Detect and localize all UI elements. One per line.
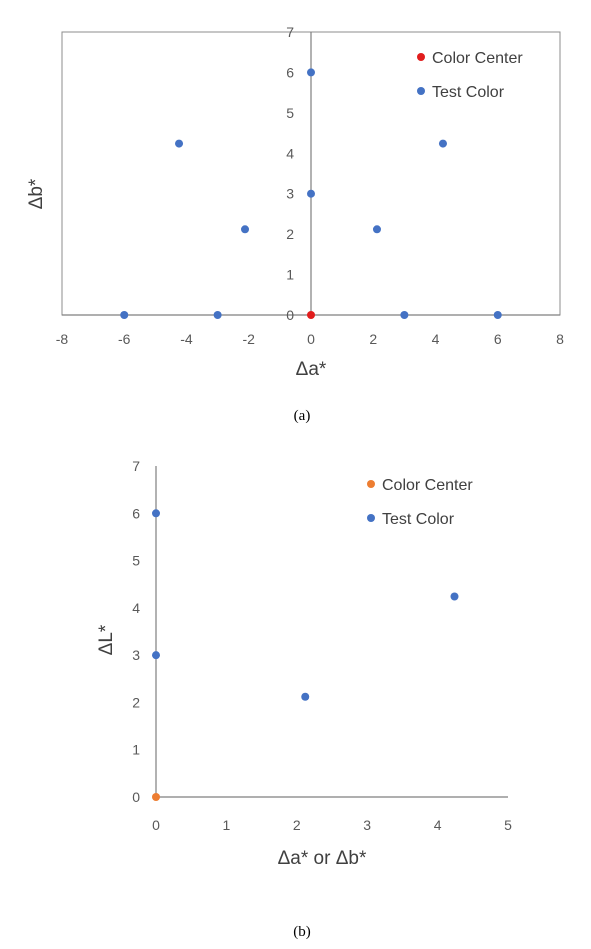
chart-a-y-tick-labels: 0 1 2 3 4 5 6 7	[286, 24, 294, 323]
chart-a-point-test-color	[241, 225, 250, 234]
chart-a-x-tick-label: 4	[432, 331, 440, 347]
chart-b-x-tick-label: 3	[363, 817, 371, 833]
chart-b-y-tick-labels: 0 1 2 3 4 5 6 7	[132, 458, 140, 805]
chart-b-x-axis-title: Δa* or Δb*	[278, 848, 367, 869]
chart-a-x-tick-label: 6	[494, 331, 502, 347]
chart-a-y-tick-label: 6	[286, 64, 294, 80]
chart-b-legend-label-color-center: Color Center	[382, 477, 473, 494]
chart-b-legend: Color Center Test Color	[367, 477, 473, 528]
chart-a-y-tick-label: 2	[286, 226, 294, 242]
chart-b-y-axis-title: ΔL*	[96, 624, 117, 655]
chart-b-y-tick-label: 5	[132, 553, 140, 569]
chart-b-x-tick-label: 2	[293, 817, 301, 833]
chart-b-y-tick-label: 0	[132, 789, 140, 805]
chart-b-legend-marker-test-color	[367, 514, 375, 522]
chart-a-legend-label-color-center: Color Center	[432, 50, 523, 67]
chart-b-x-tick-label: 1	[223, 817, 231, 833]
chart-a-points	[120, 68, 502, 319]
chart-b-point-color-center	[152, 793, 160, 801]
chart-b-y-tick-label: 6	[132, 505, 140, 521]
chart-a-y-tick-label: 7	[286, 24, 294, 40]
chart-a-point-test-color	[120, 311, 129, 319]
chart-a-x-tick-label: -4	[180, 331, 193, 347]
chart-b-points	[152, 509, 459, 801]
chart-a-point-color-center	[307, 311, 315, 319]
chart-a-x-tick-label: 8	[556, 331, 564, 347]
chart-b-caption: (b)	[293, 924, 311, 940]
chart-b-y-tick-label: 1	[132, 742, 140, 758]
chart-a-x-tick-label: -8	[56, 331, 69, 347]
chart-a-point-test-color	[438, 139, 447, 148]
chart-a-legend-label-test-color: Test Color	[432, 84, 505, 101]
chart-a-point-test-color	[493, 311, 502, 319]
chart-a-x-tick-label: -2	[243, 331, 256, 347]
chart-a-point-test-color	[175, 139, 184, 148]
chart-b-y-tick-label: 3	[132, 647, 140, 663]
chart-b-x-tick-label: 5	[504, 817, 512, 833]
chart-a-y-tick-label: 3	[286, 186, 294, 202]
chart-b-legend-label-test-color: Test Color	[382, 511, 455, 528]
chart-a-x-tick-labels: -8 -6 -4 -2 0 2 4 6 8	[56, 331, 564, 347]
chart-b-point-test-color	[152, 651, 160, 660]
chart-a: -8 -6 -4 -2 0 2 4 6 8 0 1 2 3 4 5 6 7 Δa* Δb* Color Cen…	[26, 24, 564, 424]
chart-a-x-axis-title: Δa*	[296, 359, 327, 380]
chart-b-y-tick-label: 2	[132, 694, 140, 710]
chart-a-point-test-color	[307, 189, 315, 198]
chart-a-legend-marker-color-center	[417, 53, 425, 61]
chart-b: 0 1 2 3 4 5 0 1 2 3 4 5 6 7 Δa* or Δb* ΔL* Color Cen…	[96, 458, 512, 940]
chart-a-legend: Color Center Test Color	[417, 50, 523, 101]
chart-b-point-test-color	[152, 509, 160, 518]
chart-a-point-test-color	[213, 311, 222, 319]
chart-a-y-tick-label: 1	[286, 267, 294, 283]
chart-a-y-axis-title: Δb*	[26, 178, 47, 209]
chart-b-point-test-color	[450, 592, 459, 601]
chart-a-x-tick-label: 2	[369, 331, 377, 347]
chart-a-point-test-color	[307, 68, 315, 77]
chart-b-point-test-color	[301, 692, 310, 701]
chart-a-point-test-color	[400, 311, 409, 319]
chart-b-x-tick-label: 0	[152, 817, 160, 833]
chart-b-y-tick-label: 4	[132, 600, 140, 616]
chart-a-y-tick-label: 5	[286, 105, 294, 121]
chart-b-x-tick-labels: 0 1 2 3 4 5	[152, 817, 512, 833]
chart-a-x-tick-label: 0	[307, 331, 315, 347]
chart-a-legend-marker-test-color	[417, 87, 425, 95]
chart-b-x-tick-label: 4	[434, 817, 442, 833]
chart-b-y-tick-label: 7	[132, 458, 140, 474]
chart-a-y-tick-label: 0	[286, 307, 294, 323]
chart-a-x-tick-label: -6	[118, 331, 131, 347]
chart-a-caption: (a)	[294, 408, 311, 424]
chart-b-legend-marker-color-center	[367, 480, 375, 488]
chart-a-point-test-color	[372, 225, 381, 234]
chart-a-y-tick-label: 4	[286, 145, 294, 161]
